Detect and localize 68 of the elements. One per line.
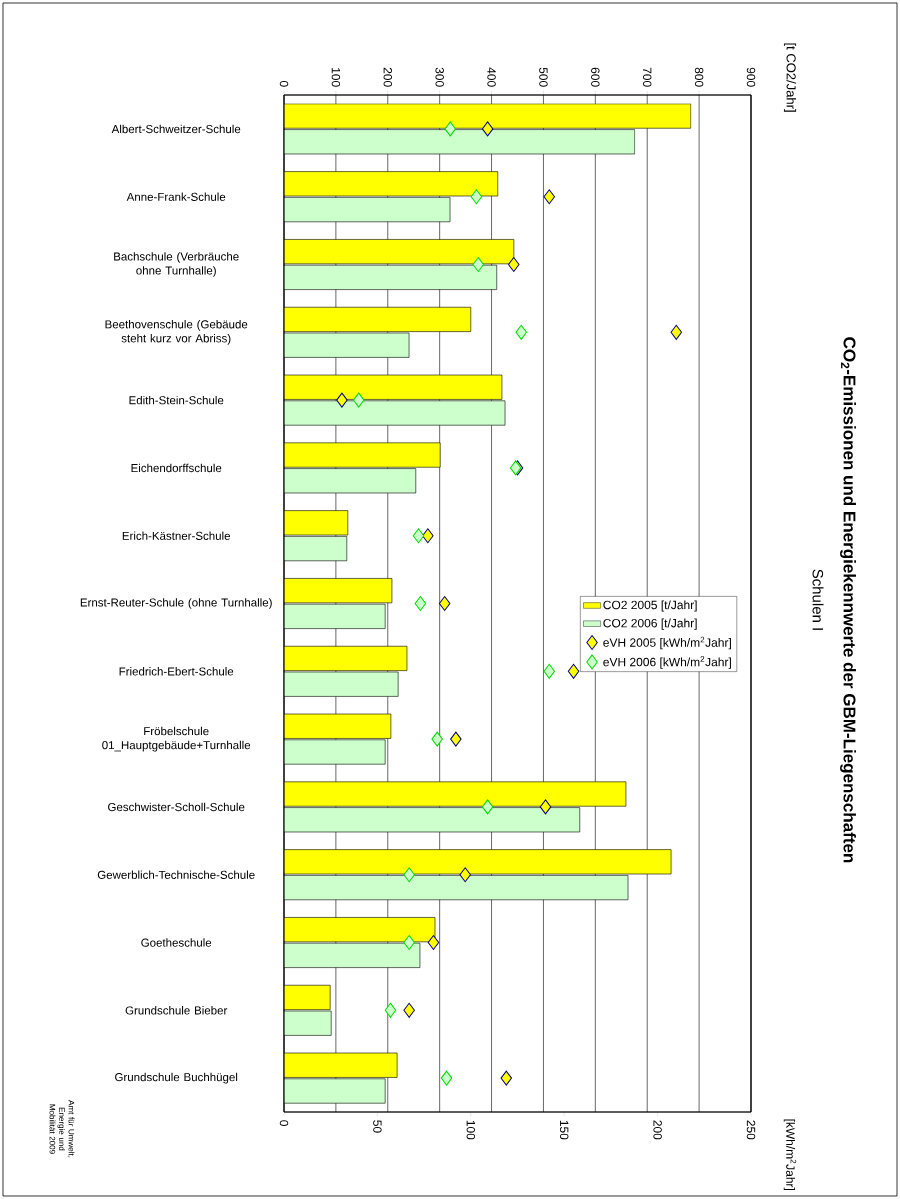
- point: [567, 663, 580, 679]
- x-tick-label: 200: [653, 1120, 662, 1140]
- point: [539, 799, 552, 815]
- point: [403, 1002, 415, 1018]
- point: [336, 392, 348, 408]
- x2-tick-label: 400: [487, 67, 496, 87]
- y-tick-label: Anne-Frank-Schule: [126, 192, 226, 201]
- legend-label: eVH 2005 [kWh/m$^{2}$Jahr]: [603, 636, 731, 650]
- point: [508, 257, 520, 273]
- point: [440, 1070, 453, 1086]
- point: [427, 935, 440, 951]
- y-tick-label: Albert-Schweitzer-Schule: [111, 124, 241, 134]
- y-tick-label: Eichendorffschule: [131, 463, 222, 473]
- point: [481, 121, 494, 137]
- point: [444, 121, 457, 137]
- point: [500, 1070, 513, 1086]
- y-tick-label: Fröbelschule 01_Hauptgebäude+Turnhalle: [102, 726, 251, 752]
- x2-tick-label: 300: [435, 67, 444, 87]
- y-tick-label: Grundschule Buchhügel: [115, 1072, 238, 1084]
- point: [412, 528, 425, 544]
- x-tick-label: 150: [559, 1120, 569, 1140]
- y-tick-label: Goetheschule: [141, 938, 212, 947]
- point: [472, 257, 485, 273]
- x-tick-label: 50: [373, 1120, 382, 1133]
- x2-tick-label: 900: [746, 67, 756, 87]
- y-tick-label: Ernst-Reuter-Schule (ohne Turnhalle): [80, 598, 272, 609]
- point: [438, 596, 451, 612]
- point: [515, 324, 527, 340]
- point: [543, 189, 556, 205]
- point: [403, 935, 415, 951]
- point: [422, 528, 434, 544]
- point: [459, 867, 471, 883]
- y-tick-label: Edith-Stein-Schule: [129, 395, 224, 405]
- x-tick-label: 0: [279, 1120, 289, 1127]
- point: [670, 324, 683, 340]
- point: [431, 731, 443, 747]
- x-tick-label: 100: [466, 1120, 476, 1140]
- legend-label: CO2 2006 [t/Jahr]: [603, 618, 697, 630]
- legend-label: CO2 2005 [t/Jahr]: [603, 600, 697, 612]
- text: CO$_{2}$-Emissionen und Energiekennwerte der GBM-Liegenschaften: [840, 337, 856, 863]
- x2-tick-label: 200: [383, 67, 393, 87]
- text: Schulen I: [812, 569, 824, 630]
- point: [543, 663, 556, 679]
- x2-tick-label: 0: [279, 81, 289, 87]
- y-tick-label: Erich-Kästner-Schule: [122, 531, 230, 540]
- x-tick-label: 250: [746, 1120, 756, 1140]
- x2-tick-label: 700: [642, 67, 652, 87]
- point: [481, 799, 494, 815]
- point: [403, 867, 415, 883]
- x2-tick-label: 600: [591, 67, 600, 87]
- text: [kWh/m$^{2}$Jahr]: [783, 1119, 797, 1190]
- x2-tick-label: 500: [539, 67, 548, 87]
- y-tick-label: Geschwister-Scholl-Schule: [108, 802, 245, 812]
- text: Amt für Umwelt, Energie und Mobilität 2009: [49, 1100, 75, 1158]
- x2-axis-title: [t CO2/Jahr]: [783, 43, 797, 112]
- y-tick-label: Beethovenschule (Gebäude steht kurz vor Abriss): [105, 319, 248, 345]
- point: [384, 1002, 397, 1018]
- y-tick-label: Bachschule (Verbräuche ohne Turnhalle): [114, 252, 239, 277]
- y-tick-label: Grundschule Bieber: [125, 1006, 228, 1015]
- y-tick-label: Gewerblich-Technische-Schule: [97, 870, 255, 879]
- x2-tick-label: 800: [694, 67, 704, 87]
- x2-tick-label: 100: [331, 68, 341, 87]
- point: [450, 731, 462, 747]
- y-tick-label: Friedrich-Ebert-Schule: [119, 667, 234, 676]
- legend-label: eVH 2006 [kWh/m$^{2}$Jahr]: [603, 656, 731, 669]
- point: [414, 596, 427, 612]
- point: [470, 189, 483, 205]
- point: [352, 392, 365, 408]
